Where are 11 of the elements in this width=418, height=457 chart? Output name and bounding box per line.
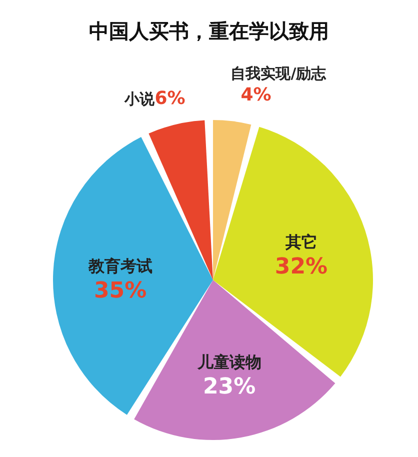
slice-label: 儿童读物 <box>196 352 262 372</box>
chart-title: 中国人买书，重在学以致用 <box>88 18 330 45</box>
data-label: 35% <box>94 278 147 304</box>
slice-label: 自我实现/励志 <box>230 64 328 83</box>
data-label: 32% <box>274 254 328 280</box>
data-label: 4% <box>240 84 272 106</box>
data-label: 23% <box>202 374 256 400</box>
slice-label: 其它 <box>284 232 318 252</box>
slice-label: 教育考试 <box>87 256 152 276</box>
slice-label: 小说 <box>124 90 156 108</box>
data-label: 6% <box>154 88 186 110</box>
